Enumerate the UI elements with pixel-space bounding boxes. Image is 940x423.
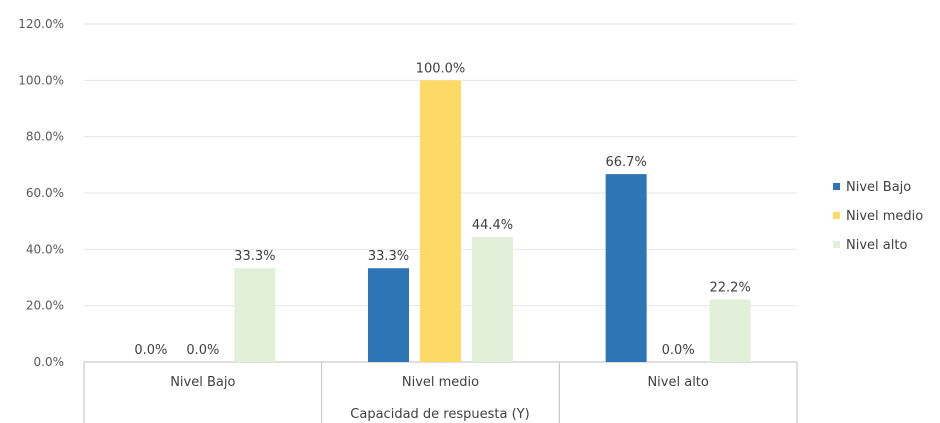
y-tick-label: 60.0% [26,186,64,200]
bar [420,80,461,362]
y-tick-label: 0.0% [34,355,65,369]
category-label: Nivel medio [402,375,479,390]
category-label: Nivel Bajo [170,375,235,390]
y-tick-label: 80.0% [26,130,64,144]
data-label: 100.0% [416,61,466,76]
legend-label: Nivel alto [846,238,907,253]
legend-label: Nivel medio [846,209,923,224]
bar [709,299,751,362]
legend-swatch [833,241,840,248]
data-label: 66.7% [606,155,647,170]
y-tick-label: 100.0% [18,73,64,87]
legend: Nivel Bajo Nivel medio Nivel alto [833,180,923,253]
y-tick-label: 120.0% [18,17,64,31]
y-tick-label: 20.0% [26,299,64,313]
bar [368,268,409,362]
data-label: 0.0% [662,343,695,358]
data-label: 33.3% [234,249,275,264]
bar [605,174,647,362]
bars [234,80,751,362]
legend-label: Nivel Bajo [846,180,911,195]
legend-swatch [833,183,840,190]
category-label: Nivel alto [647,375,708,390]
data-label: 33.3% [368,249,409,264]
data-label: 44.4% [472,218,513,233]
legend-swatch [833,212,840,219]
y-axis: 0.0% 20.0% 40.0% 60.0% 80.0% 100.0% 120.0% [18,17,64,369]
data-label: 0.0% [134,343,167,358]
bar [234,268,276,362]
x-axis-title: Capacidad de respuesta (Y) [350,407,529,422]
y-tick-label: 40.0% [26,242,64,256]
data-labels: 0.0% 0.0% 33.3% 33.3% 100.0% 44.4% 66.7% 0.0% 22… [134,61,751,358]
bar [472,236,513,362]
data-label: 0.0% [186,343,219,358]
data-label: 22.2% [710,280,751,295]
